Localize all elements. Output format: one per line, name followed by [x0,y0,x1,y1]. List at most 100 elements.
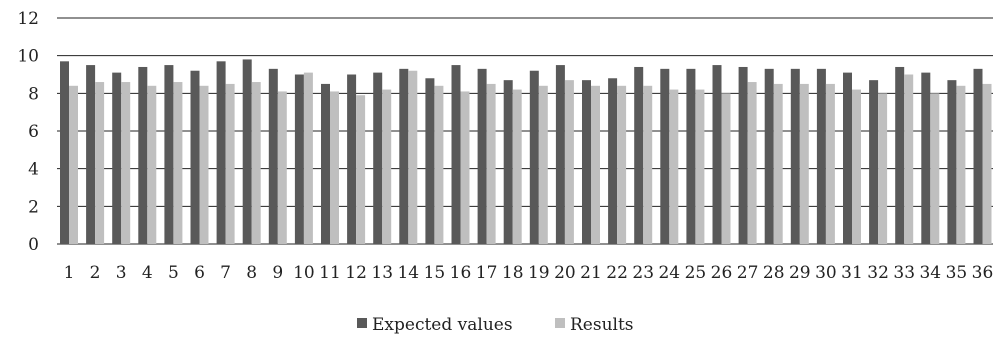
bar-expected [347,74,357,244]
bar-results [173,82,183,245]
legend-label-expected: Expected values [372,315,513,335]
bar-expected [843,72,852,244]
bar-expected [816,68,826,244]
bar-expected [373,72,383,244]
bar-results [904,74,914,244]
x-tick-label: 22 [606,263,628,283]
x-tick-label: 18 [502,263,524,283]
x-tick-label: 8 [246,263,257,283]
bar-expected [268,68,278,244]
y-tick-label: 6 [28,122,39,142]
bar-results [852,89,861,244]
x-tick-label: 9 [272,263,283,283]
x-tick-label: 33 [893,263,915,283]
legend-swatch-expected [357,318,367,328]
x-tick-label: 13 [371,263,393,283]
x-tick-label: 35 [946,263,968,283]
x-tick-label: 21 [580,263,602,283]
bar-expected [321,83,330,245]
legend: Expected values Results [357,315,634,335]
bar-expected [216,61,226,244]
bar-expected [895,66,905,244]
bar-results [878,93,888,244]
bar-expected [555,65,565,244]
bar-results [382,89,392,244]
bar-expected [425,78,435,245]
y-tick-label: 4 [28,160,39,180]
bar-results [930,93,940,244]
bar-expected [660,68,670,244]
bar-results [356,95,366,244]
bar-results [773,83,783,245]
bar-results [956,85,966,244]
bar-expected [503,80,513,245]
bar-results [147,85,157,244]
bar-results [564,80,574,245]
x-tick-label: 34 [919,263,941,283]
x-tick-label: 14 [397,263,419,283]
x-tick-label: 11 [319,263,341,283]
gridlines [57,17,993,245]
bar-results [643,85,653,244]
bar-expected [86,65,96,244]
bar-results [747,82,757,245]
x-tick-label: 20 [554,263,576,283]
x-tick-label: 15 [424,263,446,283]
bar-expected [608,78,618,245]
bar-expected [399,68,409,244]
bar-results [225,83,235,245]
x-tick-label: 6 [194,263,205,283]
bar-expected [869,80,879,245]
x-tick-label: 2 [90,263,101,283]
x-tick-label: 7 [220,263,231,283]
bar-expected [738,66,748,244]
x-axis-ticks: 1 2 3 4 5 6 7 8 9 10 11 12 13 14 15 16 17 18 19 20 21 22 23 24 2… [64,263,993,283]
bar-expected [294,74,304,244]
bar-results [538,85,548,244]
bars [60,59,992,245]
x-tick-label: 28 [763,263,785,283]
legend-swatch-results [555,318,565,328]
bar-expected [138,66,148,244]
bar-results [825,83,835,245]
bar-expected [712,65,722,244]
bar-results [460,91,470,244]
bar-results [408,70,418,244]
y-axis-ticks: 0 2 4 6 8 10 12 [17,9,39,255]
bar-expected [686,68,696,244]
bar-results [486,83,496,245]
bar-results [982,83,992,245]
bar-results [121,82,131,245]
bar-results [434,85,444,244]
x-tick-label: 17 [476,263,498,283]
bar-results [721,93,731,244]
bar-results [669,89,679,244]
bar-results [95,82,105,245]
x-tick-label: 24 [658,263,680,283]
x-tick-label: 26 [711,263,733,283]
x-tick-label: 23 [632,263,654,283]
bar-expected [634,66,644,244]
x-tick-label: 32 [867,263,889,283]
x-tick-label: 27 [737,263,759,283]
x-tick-label: 16 [450,263,472,283]
bar-results [303,72,313,244]
x-tick-label: 36 [972,263,993,283]
y-tick-label: 10 [17,47,39,67]
bar-results [251,82,261,245]
bar-expected [973,68,983,244]
bar-results [512,89,522,244]
y-tick-label: 12 [17,9,39,29]
x-tick-label: 25 [685,263,707,283]
x-tick-label: 4 [142,263,153,283]
x-tick-label: 3 [116,263,127,283]
bar-results [695,89,705,244]
bar-expected [477,68,487,244]
bar-expected [112,72,122,244]
x-tick-label: 29 [789,263,811,283]
bar-expected [60,61,69,244]
x-tick-label: 10 [293,263,315,283]
bar-results [199,85,209,244]
